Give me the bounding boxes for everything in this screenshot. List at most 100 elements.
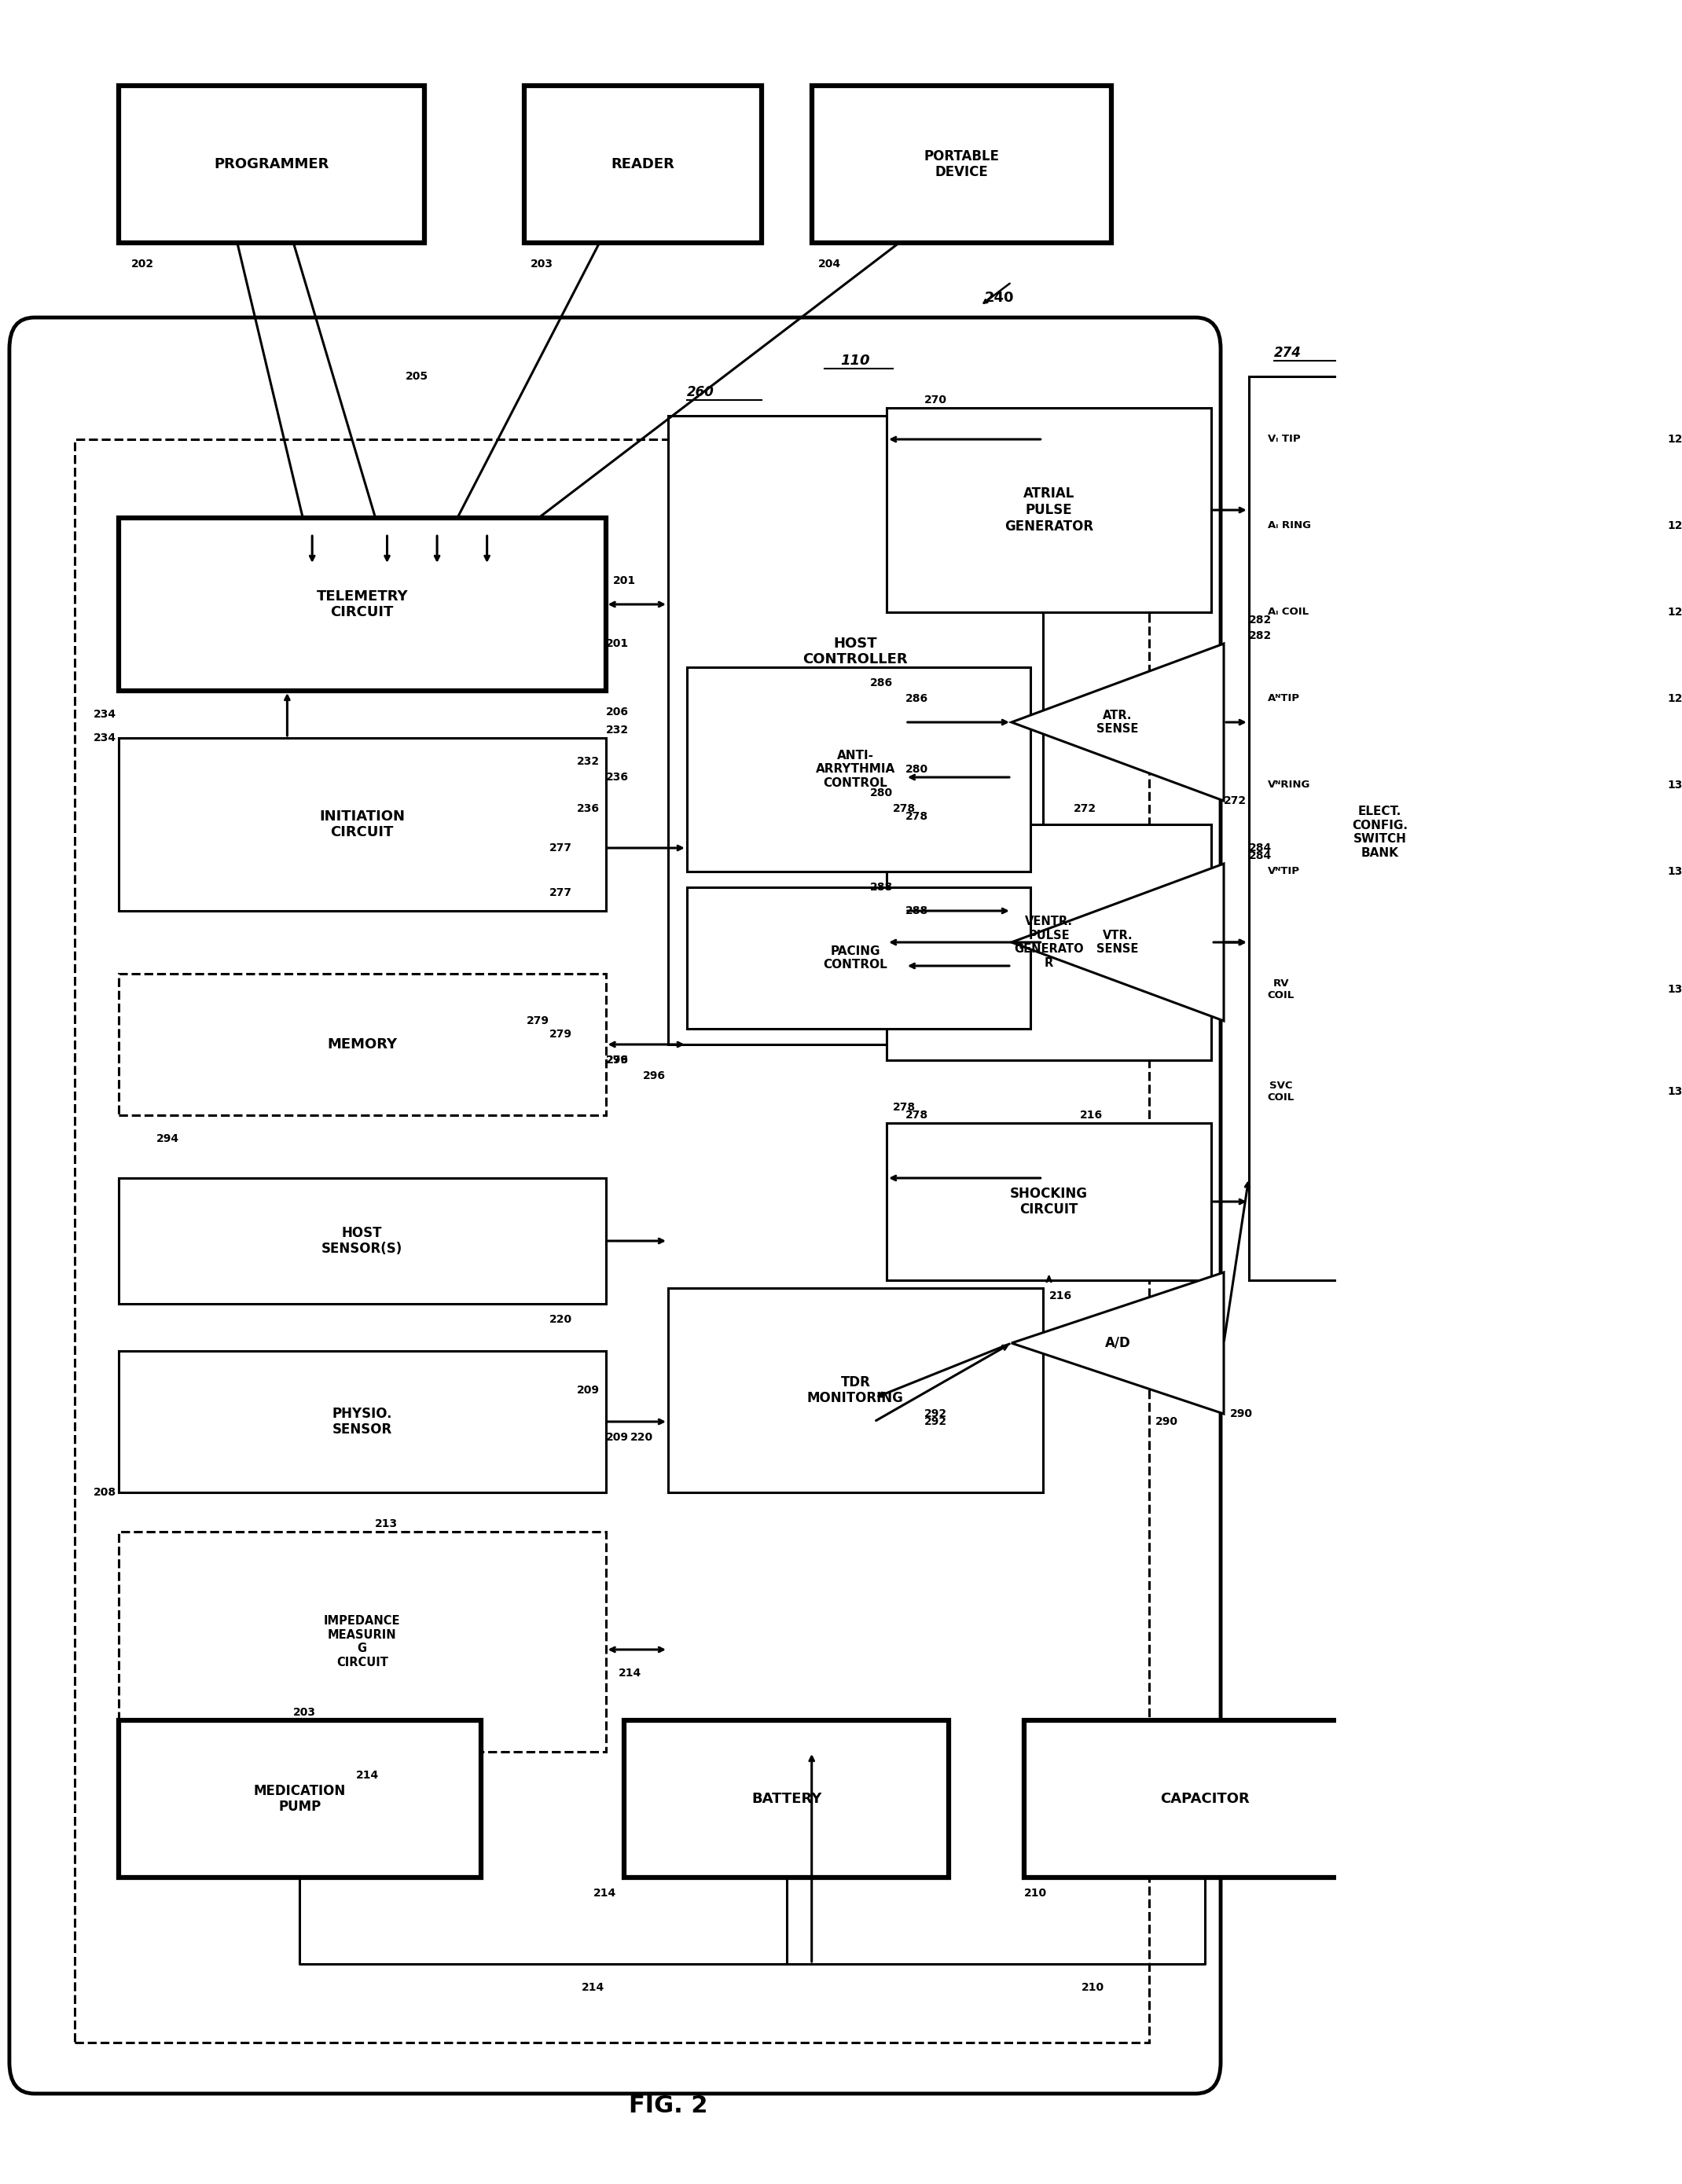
Text: 214: 214 [617, 1669, 641, 1679]
Text: 296: 296 [643, 1070, 666, 1081]
Text: 288: 288 [905, 906, 928, 917]
Text: SVC
COIL: SVC COIL [1268, 1081, 1295, 1103]
Text: 214: 214 [357, 1769, 378, 1780]
Text: 234: 234 [94, 732, 116, 743]
Text: 292: 292 [923, 1415, 947, 1426]
Text: 205: 205 [405, 371, 429, 382]
Text: 286: 286 [870, 677, 893, 688]
Text: 220: 220 [631, 1433, 654, 1444]
Text: INITIATION
CIRCUIT: INITIATION CIRCUIT [320, 808, 405, 839]
FancyBboxPatch shape [119, 518, 606, 690]
Text: 286: 286 [905, 692, 928, 703]
Text: 284: 284 [1248, 843, 1272, 854]
Text: FIG. 2: FIG. 2 [629, 2094, 708, 2116]
Text: 260: 260 [686, 384, 715, 400]
Polygon shape [1011, 1273, 1224, 1413]
Text: 214: 214 [582, 1983, 604, 1994]
Text: 201: 201 [606, 638, 629, 649]
Text: PORTABLE
DEVICE: PORTABLE DEVICE [923, 149, 999, 179]
Text: 128: 128 [1667, 607, 1682, 618]
Text: 236: 236 [577, 804, 599, 815]
Text: 216: 216 [1080, 1109, 1103, 1120]
Text: HOST
CONTROLLER: HOST CONTROLLER [802, 636, 908, 666]
Text: CAPACITOR: CAPACITOR [1161, 1791, 1250, 1806]
Text: 208: 208 [94, 1487, 116, 1498]
Text: RV
COIL: RV COIL [1268, 978, 1295, 1000]
Text: A/D: A/D [1105, 1337, 1130, 1350]
FancyBboxPatch shape [1024, 1721, 1386, 1878]
FancyBboxPatch shape [668, 1289, 1043, 1492]
FancyBboxPatch shape [624, 1721, 949, 1878]
Text: 279: 279 [550, 1029, 572, 1040]
Polygon shape [1011, 863, 1224, 1020]
Text: ANTI-
ARRYTHMIA
CONTROL: ANTI- ARRYTHMIA CONTROL [816, 749, 895, 788]
Text: SHOCKING
CIRCUIT: SHOCKING CIRCUIT [1011, 1186, 1088, 1216]
FancyBboxPatch shape [119, 738, 606, 911]
FancyBboxPatch shape [886, 1123, 1211, 1280]
Text: 138: 138 [1667, 1085, 1682, 1096]
FancyBboxPatch shape [119, 1352, 606, 1492]
Text: 292: 292 [923, 1409, 947, 1420]
FancyBboxPatch shape [119, 1177, 606, 1304]
FancyBboxPatch shape [886, 408, 1211, 612]
Text: 206: 206 [606, 705, 629, 719]
Text: 279: 279 [526, 1016, 550, 1026]
Text: 132: 132 [1667, 867, 1682, 878]
Text: 234: 234 [94, 710, 116, 721]
Text: Aₗ COIL: Aₗ COIL [1268, 607, 1309, 618]
Text: VᴺTIP: VᴺTIP [1268, 867, 1300, 876]
FancyBboxPatch shape [119, 1721, 481, 1878]
Text: BATTERY: BATTERY [752, 1791, 822, 1806]
Text: 280: 280 [870, 788, 893, 799]
FancyBboxPatch shape [119, 1531, 606, 1752]
Text: 278: 278 [905, 1109, 928, 1120]
Text: 209: 209 [606, 1433, 629, 1444]
FancyBboxPatch shape [886, 823, 1211, 1059]
Text: 210: 210 [1082, 1983, 1103, 1994]
FancyBboxPatch shape [812, 85, 1112, 242]
Text: MEMORY: MEMORY [326, 1037, 397, 1051]
Text: 216: 216 [1050, 1291, 1071, 1302]
Text: ATR.
SENSE: ATR. SENSE [1097, 710, 1139, 736]
Text: 232: 232 [577, 756, 599, 767]
Text: VENTR.
PULSE
GENERATO
R: VENTR. PULSE GENERATO R [1014, 915, 1083, 970]
Text: Aₗ RING: Aₗ RING [1268, 520, 1310, 531]
Text: AᴺTIP: AᴺTIP [1268, 695, 1300, 703]
Text: TDR
MONITORING: TDR MONITORING [807, 1376, 903, 1406]
Text: MEDICATION
PUMP: MEDICATION PUMP [254, 1784, 346, 1815]
Text: ELECT.
CONFIG.
SWITCH
BANK: ELECT. CONFIG. SWITCH BANK [1352, 806, 1408, 858]
Text: 136: 136 [1667, 985, 1682, 996]
Text: 280: 280 [905, 764, 928, 775]
Text: 278: 278 [893, 1101, 915, 1114]
Text: 282: 282 [1248, 614, 1272, 625]
FancyBboxPatch shape [668, 415, 1043, 1044]
Text: IMPEDANCE
MEASURIN
G
CIRCUIT: IMPEDANCE MEASURIN G CIRCUIT [325, 1616, 400, 1669]
Text: VTR.
SENSE: VTR. SENSE [1097, 930, 1139, 954]
Text: 278: 278 [893, 804, 915, 815]
Text: 220: 220 [550, 1315, 572, 1326]
Text: 270: 270 [923, 395, 947, 406]
Text: 203: 203 [293, 1708, 316, 1719]
Text: 127: 127 [1667, 520, 1682, 531]
Text: HOST
SENSOR(S): HOST SENSOR(S) [321, 1225, 402, 1256]
FancyBboxPatch shape [525, 85, 762, 242]
Text: 274: 274 [1273, 345, 1302, 360]
Text: VᴺRING: VᴺRING [1268, 780, 1310, 791]
Text: 213: 213 [375, 1518, 397, 1529]
Text: 290: 290 [1156, 1415, 1177, 1426]
Text: 134: 134 [1667, 780, 1682, 791]
Text: 282: 282 [1248, 631, 1272, 642]
FancyBboxPatch shape [686, 668, 1029, 871]
Text: Vₗ TIP: Vₗ TIP [1268, 435, 1300, 443]
Text: 210: 210 [1024, 1887, 1046, 1898]
Text: 272: 272 [1073, 804, 1097, 815]
Text: 278: 278 [905, 810, 928, 821]
FancyBboxPatch shape [686, 887, 1029, 1029]
Text: 236: 236 [606, 771, 629, 782]
Text: 209: 209 [577, 1385, 599, 1396]
Text: 277: 277 [550, 887, 572, 898]
Text: 240: 240 [984, 290, 1014, 306]
Text: 290: 290 [1230, 1409, 1253, 1420]
Text: 110: 110 [841, 354, 870, 367]
Text: PHYSIO.
SENSOR: PHYSIO. SENSOR [331, 1406, 392, 1437]
